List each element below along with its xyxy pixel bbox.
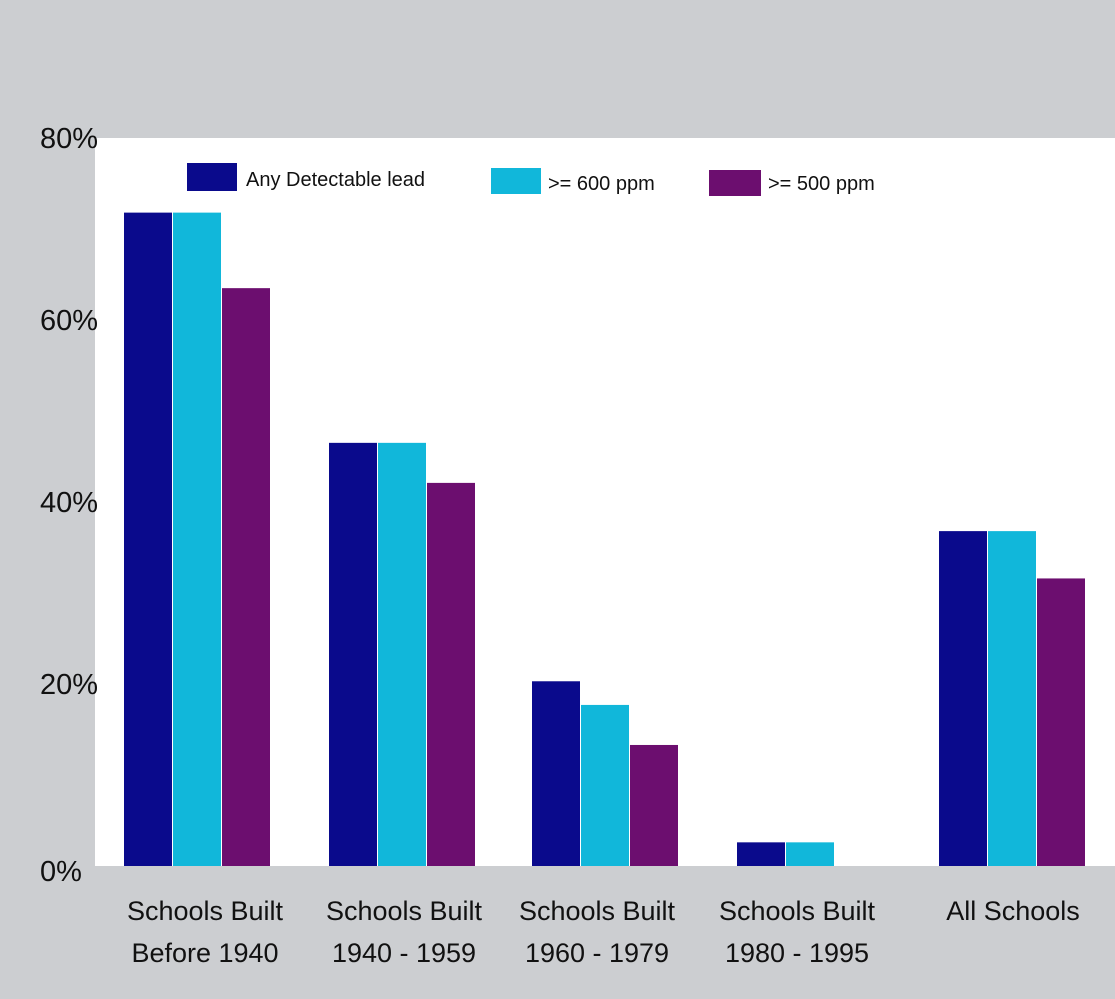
y-tick-label: 0%: [40, 856, 82, 888]
x-category-label: 1980 - 1995: [725, 938, 869, 968]
bar-series-0-cat-0: [124, 212, 172, 866]
y-tick-label: 20%: [40, 669, 98, 701]
bar-series-0-cat-3: [737, 842, 785, 866]
legend-label: Any Detectable lead: [246, 169, 425, 191]
x-category-label: Schools Built: [326, 896, 483, 926]
bar-series-2-cat-2: [630, 744, 678, 866]
x-category-label: Before 1940: [131, 938, 278, 968]
x-category-label: Schools Built: [127, 896, 284, 926]
bar-series-0-cat-4: [939, 531, 987, 866]
bar-series-1-cat-4: [988, 531, 1036, 866]
bar-series-1-cat-3: [786, 842, 834, 866]
bar-series-2-cat-0: [222, 288, 270, 866]
y-tick-label: 80%: [40, 123, 98, 155]
x-axis-labels: Schools Built Before 1940 Schools Built 194…: [127, 896, 1080, 968]
bar-series-1-cat-1: [378, 442, 426, 866]
x-category-label: Schools Built: [719, 896, 876, 926]
x-category-label: All Schools: [946, 896, 1080, 926]
bar-series-2-cat-4: [1037, 578, 1085, 866]
legend-swatch: [491, 168, 541, 194]
legend-label: >= 600 ppm: [548, 173, 655, 195]
x-category-label: 1960 - 1979: [525, 938, 669, 968]
bar-series-1-cat-2: [581, 704, 629, 866]
legend-swatch: [187, 163, 237, 191]
bars: [124, 212, 1085, 866]
bar-series-0-cat-1: [329, 442, 377, 866]
y-tick-label: 40%: [40, 487, 98, 519]
bar-series-1-cat-0: [173, 212, 221, 866]
legend: Any Detectable lead >= 600 ppm >= 500 ppm: [187, 163, 875, 196]
y-axis-ticks: 0% 20% 40% 60% 80%: [40, 123, 98, 888]
y-tick-label: 60%: [40, 305, 98, 337]
legend-label: >= 500 ppm: [768, 173, 875, 195]
bar-series-2-cat-1: [427, 482, 475, 866]
bar-series-0-cat-2: [532, 681, 580, 866]
legend-swatch: [709, 170, 761, 196]
x-category-label: 1940 - 1959: [332, 938, 476, 968]
x-category-label: Schools Built: [519, 896, 676, 926]
